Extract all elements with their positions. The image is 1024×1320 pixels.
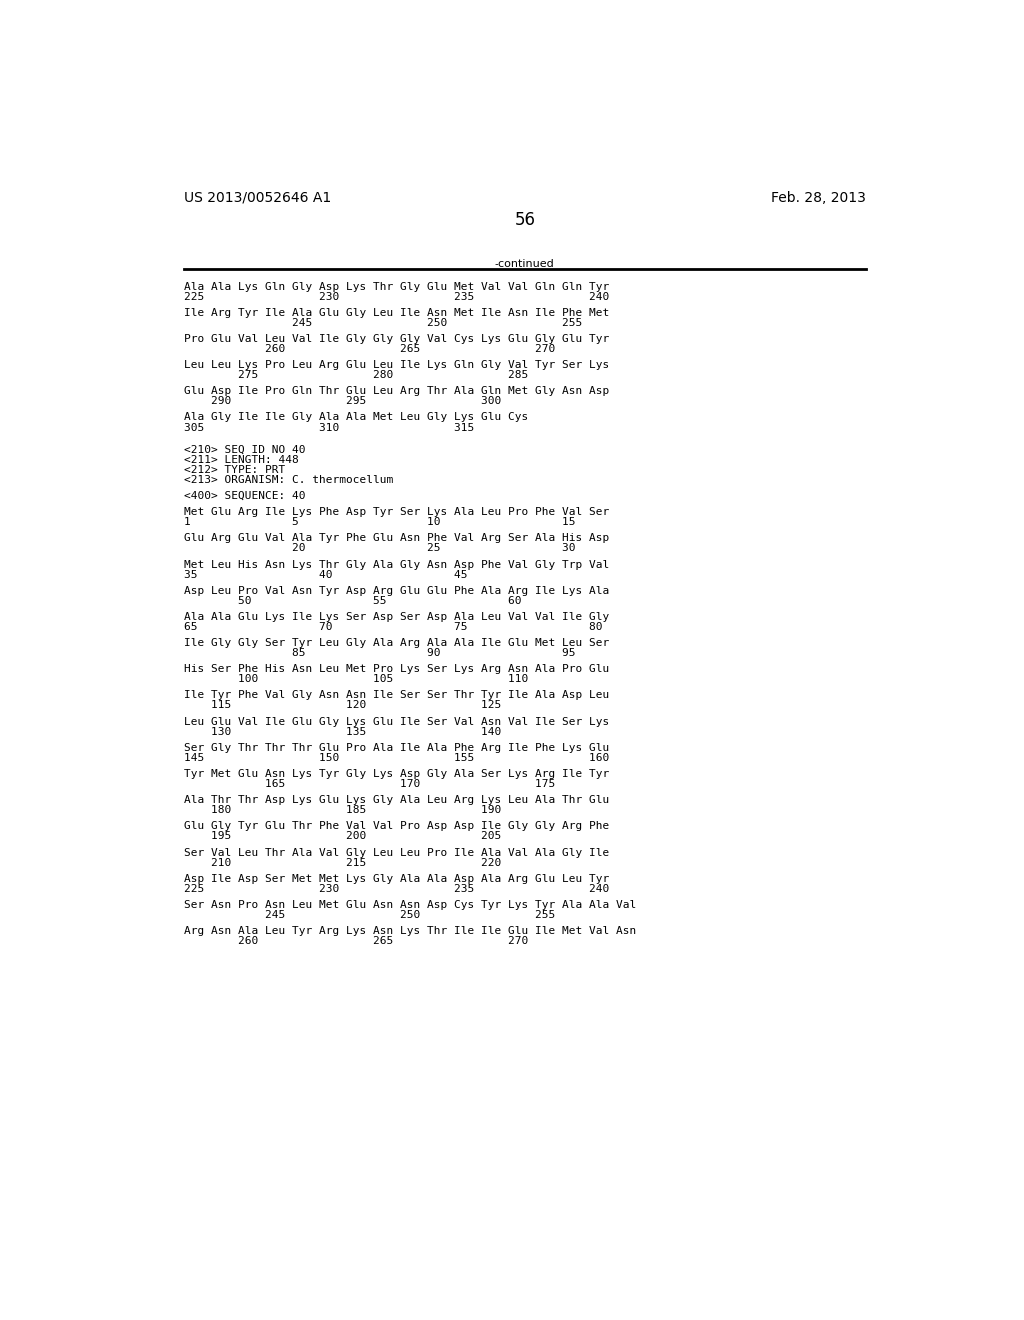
Text: Met Leu His Asn Lys Thr Gly Ala Gly Asn Asp Phe Val Gly Trp Val: Met Leu His Asn Lys Thr Gly Ala Gly Asn … <box>183 560 609 569</box>
Text: <400> SEQUENCE: 40: <400> SEQUENCE: 40 <box>183 491 305 502</box>
Text: US 2013/0052646 A1: US 2013/0052646 A1 <box>183 191 331 205</box>
Text: 35                  40                  45: 35 40 45 <box>183 570 467 579</box>
Text: His Ser Phe His Asn Leu Met Pro Lys Ser Lys Arg Asn Ala Pro Glu: His Ser Phe His Asn Leu Met Pro Lys Ser … <box>183 664 609 675</box>
Text: 115                 120                 125: 115 120 125 <box>183 701 501 710</box>
Text: 245                 250                 255: 245 250 255 <box>183 318 582 327</box>
Text: 130                 135                 140: 130 135 140 <box>183 726 501 737</box>
Text: Ser Val Leu Thr Ala Val Gly Leu Leu Pro Ile Ala Val Ala Gly Ile: Ser Val Leu Thr Ala Val Gly Leu Leu Pro … <box>183 847 609 858</box>
Text: Asp Leu Pro Val Asn Tyr Asp Arg Glu Glu Phe Ala Arg Ile Lys Ala: Asp Leu Pro Val Asn Tyr Asp Arg Glu Glu … <box>183 586 609 595</box>
Text: 145                 150                 155                 160: 145 150 155 160 <box>183 752 609 763</box>
Text: 225                 230                 235                 240: 225 230 235 240 <box>183 884 609 894</box>
Text: 290                 295                 300: 290 295 300 <box>183 396 501 407</box>
Text: Arg Asn Ala Leu Tyr Arg Lys Asn Lys Thr Ile Ile Glu Ile Met Val Asn: Arg Asn Ala Leu Tyr Arg Lys Asn Lys Thr … <box>183 927 636 936</box>
Text: Ala Ala Lys Gln Gly Asp Lys Thr Gly Glu Met Val Val Gln Gln Tyr: Ala Ala Lys Gln Gly Asp Lys Thr Gly Glu … <box>183 281 609 292</box>
Text: 210                 215                 220: 210 215 220 <box>183 858 501 867</box>
Text: 20                  25                  30: 20 25 30 <box>183 544 575 553</box>
Text: 65                  70                  75                  80: 65 70 75 80 <box>183 622 602 632</box>
Text: Ile Tyr Phe Val Gly Asn Asn Ile Ser Ser Thr Tyr Ile Ala Asp Leu: Ile Tyr Phe Val Gly Asn Asn Ile Ser Ser … <box>183 690 609 701</box>
Text: 50                  55                  60: 50 55 60 <box>183 595 521 606</box>
Text: 275                 280                 285: 275 280 285 <box>183 370 528 380</box>
Text: <211> LENGTH: 448: <211> LENGTH: 448 <box>183 455 299 465</box>
Text: Leu Leu Lys Pro Leu Arg Glu Leu Ile Lys Gln Gly Val Tyr Ser Lys: Leu Leu Lys Pro Leu Arg Glu Leu Ile Lys … <box>183 360 609 370</box>
Text: <213> ORGANISM: C. thermocellum: <213> ORGANISM: C. thermocellum <box>183 475 393 484</box>
Text: <210> SEQ ID NO 40: <210> SEQ ID NO 40 <box>183 445 305 455</box>
Text: Asp Ile Asp Ser Met Met Lys Gly Ala Ala Asp Ala Arg Glu Leu Tyr: Asp Ile Asp Ser Met Met Lys Gly Ala Ala … <box>183 874 609 883</box>
Text: Ser Gly Thr Thr Thr Glu Pro Ala Ile Ala Phe Arg Ile Phe Lys Glu: Ser Gly Thr Thr Thr Glu Pro Ala Ile Ala … <box>183 743 609 752</box>
Text: 180                 185                 190: 180 185 190 <box>183 805 501 816</box>
Text: Feb. 28, 2013: Feb. 28, 2013 <box>771 191 866 205</box>
Text: 100                 105                 110: 100 105 110 <box>183 675 528 684</box>
Text: Met Glu Arg Ile Lys Phe Asp Tyr Ser Lys Ala Leu Pro Phe Val Ser: Met Glu Arg Ile Lys Phe Asp Tyr Ser Lys … <box>183 507 609 517</box>
Text: Glu Arg Glu Val Ala Tyr Phe Glu Asn Phe Val Arg Ser Ala His Asp: Glu Arg Glu Val Ala Tyr Phe Glu Asn Phe … <box>183 533 609 544</box>
Text: -continued: -continued <box>495 259 555 268</box>
Text: 56: 56 <box>514 211 536 228</box>
Text: Ala Ala Glu Lys Ile Lys Ser Asp Ser Asp Ala Leu Val Val Ile Gly: Ala Ala Glu Lys Ile Lys Ser Asp Ser Asp … <box>183 612 609 622</box>
Text: <212> TYPE: PRT: <212> TYPE: PRT <box>183 465 285 475</box>
Text: Ala Thr Thr Asp Lys Glu Lys Gly Ala Leu Arg Lys Leu Ala Thr Glu: Ala Thr Thr Asp Lys Glu Lys Gly Ala Leu … <box>183 795 609 805</box>
Text: 195                 200                 205: 195 200 205 <box>183 832 501 841</box>
Text: 225                 230                 235                 240: 225 230 235 240 <box>183 292 609 301</box>
Text: 260                 265                 270: 260 265 270 <box>183 345 555 354</box>
Text: 260                 265                 270: 260 265 270 <box>183 936 528 946</box>
Text: 165                 170                 175: 165 170 175 <box>183 779 555 789</box>
Text: 1               5                   10                  15: 1 5 10 15 <box>183 517 575 527</box>
Text: Glu Asp Ile Pro Gln Thr Glu Leu Arg Thr Ala Gln Met Gly Asn Asp: Glu Asp Ile Pro Gln Thr Glu Leu Arg Thr … <box>183 387 609 396</box>
Text: Ser Asn Pro Asn Leu Met Glu Asn Asn Asp Cys Tyr Lys Tyr Ala Ala Val: Ser Asn Pro Asn Leu Met Glu Asn Asn Asp … <box>183 900 636 909</box>
Text: Leu Glu Val Ile Glu Gly Lys Glu Ile Ser Val Asn Val Ile Ser Lys: Leu Glu Val Ile Glu Gly Lys Glu Ile Ser … <box>183 717 609 726</box>
Text: Ile Gly Gly Ser Tyr Leu Gly Ala Arg Ala Ala Ile Glu Met Leu Ser: Ile Gly Gly Ser Tyr Leu Gly Ala Arg Ala … <box>183 638 609 648</box>
Text: Tyr Met Glu Asn Lys Tyr Gly Lys Asp Gly Ala Ser Lys Arg Ile Tyr: Tyr Met Glu Asn Lys Tyr Gly Lys Asp Gly … <box>183 770 609 779</box>
Text: Glu Gly Tyr Glu Thr Phe Val Val Pro Asp Asp Ile Gly Gly Arg Phe: Glu Gly Tyr Glu Thr Phe Val Val Pro Asp … <box>183 821 609 832</box>
Text: 305                 310                 315: 305 310 315 <box>183 422 474 433</box>
Text: 245                 250                 255: 245 250 255 <box>183 909 555 920</box>
Text: 85                  90                  95: 85 90 95 <box>183 648 575 659</box>
Text: Pro Glu Val Leu Val Ile Gly Gly Gly Val Cys Lys Glu Gly Glu Tyr: Pro Glu Val Leu Val Ile Gly Gly Gly Val … <box>183 334 609 345</box>
Text: Ile Arg Tyr Ile Ala Glu Gly Leu Ile Asn Met Ile Asn Ile Phe Met: Ile Arg Tyr Ile Ala Glu Gly Leu Ile Asn … <box>183 308 609 318</box>
Text: Ala Gly Ile Ile Gly Ala Ala Met Leu Gly Lys Glu Cys: Ala Gly Ile Ile Gly Ala Ala Met Leu Gly … <box>183 412 528 422</box>
